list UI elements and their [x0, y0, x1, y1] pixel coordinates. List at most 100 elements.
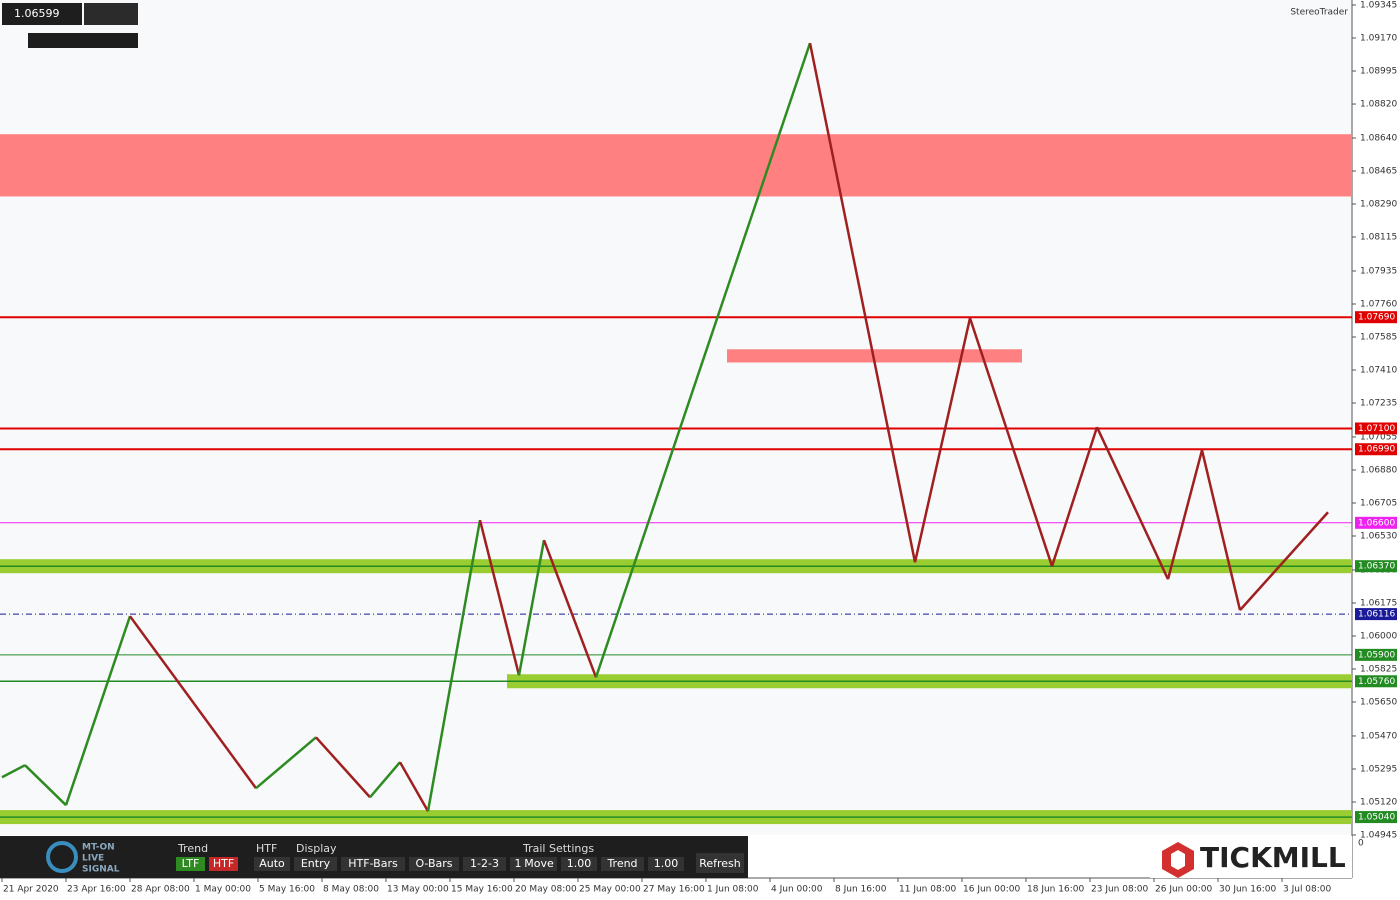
zigzag-segment	[594, 42, 812, 678]
panel-title: Trail Settings	[522, 842, 594, 855]
price-box-bg	[2, 3, 82, 25]
time-label: 15 May 16:00	[451, 885, 513, 895]
level-label: 1.06116	[1358, 610, 1395, 620]
price-axis	[1352, 0, 1400, 878]
zigzag-segment	[255, 736, 317, 790]
panel-button-label[interactable]: HTF	[213, 857, 234, 870]
panel-button[interactable]	[254, 857, 290, 871]
zigzag-segment	[315, 736, 371, 799]
level-tag	[1355, 443, 1397, 456]
zigzag-segment	[64, 615, 132, 806]
level-tag	[1355, 311, 1397, 324]
price-tick-label: 1.05120	[1360, 797, 1397, 807]
panel-title: HTF	[256, 842, 277, 855]
level-label: 1.07690	[1358, 313, 1395, 323]
price-tick-label: 1.08640	[1360, 133, 1397, 143]
time-label: 26 Jun 00:00	[1155, 885, 1212, 895]
panel-button-label[interactable]: HTF-Bars	[348, 857, 398, 870]
time-label: 23 Jun 08:00	[1091, 885, 1148, 895]
time-label: 23 Apr 16:00	[67, 885, 126, 895]
level-tag	[1355, 648, 1397, 661]
panel-button-label[interactable]: Auto	[259, 857, 285, 870]
level-tag	[1355, 560, 1397, 573]
zigzag-segment	[1050, 426, 1099, 567]
price-box: 1.06599	[2, 3, 138, 48]
panel-button[interactable]	[648, 857, 684, 871]
time-label: 13 May 00:00	[387, 885, 449, 895]
price-tick-label: 1.05825	[1360, 665, 1397, 675]
price-tick-label: 1.07410	[1360, 366, 1397, 376]
panel-button[interactable]	[341, 857, 405, 871]
panel-button-label[interactable]: LTF	[182, 857, 200, 870]
time-label: 16 Jun 00:00	[963, 885, 1020, 895]
panel-button[interactable]	[601, 857, 644, 871]
panel-button[interactable]	[176, 857, 205, 871]
level-label: 1.06370	[1358, 562, 1395, 572]
level-tag	[1355, 811, 1397, 824]
logo-text: SIGNAL	[82, 865, 120, 875]
panel-button[interactable]	[409, 857, 459, 871]
panel-button-label[interactable]: Trend	[606, 857, 637, 870]
level-label: 1.06600	[1358, 518, 1395, 528]
time-label: 30 Jun 16:00	[1219, 885, 1276, 895]
time-label: 21 Apr 2020	[3, 885, 59, 895]
panel-button-label[interactable]: O-Bars	[415, 857, 452, 870]
price-tick-label: 1.06175	[1360, 598, 1397, 608]
zone	[0, 134, 1352, 197]
level-tag	[1355, 608, 1397, 621]
refresh-button[interactable]	[696, 853, 744, 873]
panel-title: Display	[296, 842, 337, 855]
price-tick-label: 1.09345	[1360, 1, 1397, 11]
time-label: 4 Jun 00:00	[771, 885, 823, 895]
brand: StereoTrader	[1290, 8, 1348, 18]
price-tick-label: 1.05650	[1360, 698, 1397, 708]
panel-button-label[interactable]: 1.00	[567, 857, 592, 870]
sub-axis-value: 0	[1358, 839, 1364, 849]
panel-button-label[interactable]: 1	[515, 857, 522, 870]
level-tag	[1355, 516, 1397, 529]
time-label: 27 May 16:00	[643, 885, 705, 895]
panel-button-label[interactable]: 1.00	[654, 857, 679, 870]
time-label: 1 Jun 08:00	[707, 885, 759, 895]
refresh-label[interactable]: Refresh	[699, 857, 741, 870]
panel-button[interactable]	[209, 857, 238, 871]
tools[interactable]	[84, 3, 138, 25]
time-label: 11 Jun 08:00	[899, 885, 956, 895]
panel-title: Trend	[177, 842, 208, 855]
panel-button-label[interactable]: Move	[524, 857, 554, 870]
price-tick-label: 1.06530	[1360, 532, 1397, 542]
panel-button[interactable]	[294, 857, 337, 871]
level-tag	[1355, 675, 1397, 688]
tickmill: TICKMILL	[1200, 841, 1346, 874]
logo-text: LIVE	[82, 854, 104, 864]
time-label: 8 Jun 16:00	[835, 885, 887, 895]
panel-button[interactable]	[561, 857, 597, 871]
zigzag-segment	[542, 539, 598, 678]
time-label: 20 May 08:00	[515, 885, 577, 895]
price-tick-label: 1.07760	[1360, 299, 1397, 309]
zigzag-segment	[1166, 449, 1204, 580]
time-label: 28 Apr 08:00	[131, 885, 190, 895]
time-axis	[0, 878, 1400, 900]
zigzag-segment	[517, 539, 546, 676]
zigzag-segment	[24, 764, 67, 807]
time-label: 3 Jul 08:00	[1283, 885, 1332, 895]
time-label: 5 May 16:00	[259, 885, 315, 895]
logo-text: MT-ON	[82, 843, 115, 853]
price-tick-label: 1.06705	[1360, 499, 1397, 509]
timer	[28, 33, 138, 48]
zigzag-segment	[1, 764, 26, 779]
price-tick-label: 1.09170	[1360, 34, 1397, 44]
price-tick-label: 1.08115	[1360, 233, 1397, 243]
price-tick-label: 1.04945	[1360, 831, 1397, 841]
panel-button-label[interactable]: 1-2-3	[470, 857, 499, 870]
price-tick-label: 1.06880	[1360, 465, 1397, 475]
zigzag-segment	[1095, 426, 1170, 580]
panel-button[interactable]	[521, 857, 557, 871]
price-tick-label: 1.07935	[1360, 266, 1397, 276]
price-tick-label: 1.08820	[1360, 100, 1397, 110]
panel-button[interactable]	[463, 857, 506, 871]
panel-button-label[interactable]: Entry	[301, 857, 331, 870]
zigzag-segment	[1200, 449, 1242, 611]
zigzag-segment	[398, 761, 430, 812]
